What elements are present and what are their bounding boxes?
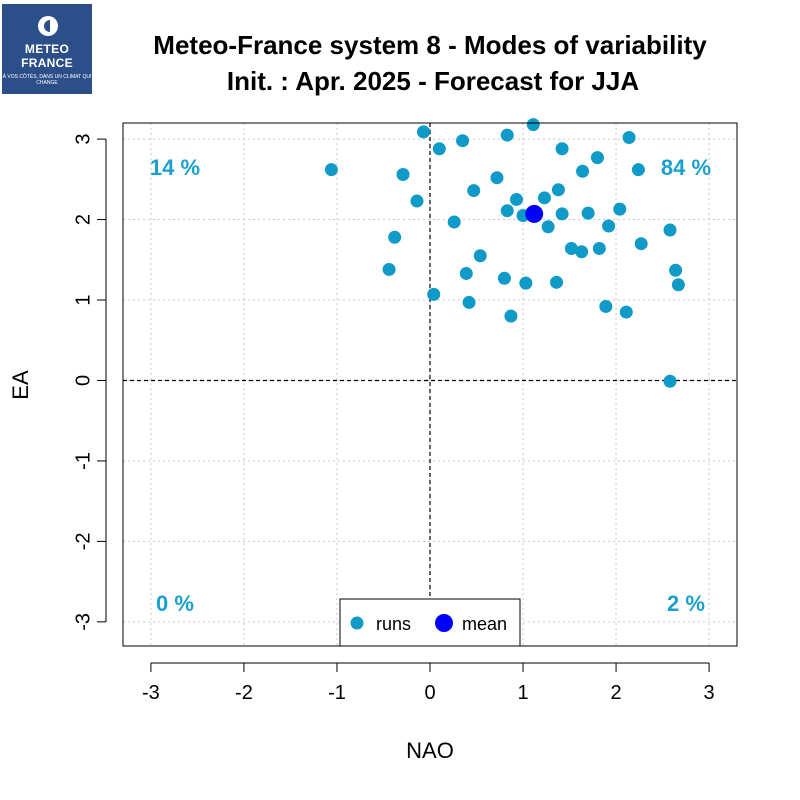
x-tick-label: -2 [235, 682, 253, 704]
legend-mean-label: mean [462, 614, 507, 634]
run-point [671, 278, 685, 292]
mean-point [525, 204, 544, 223]
run-point [432, 142, 446, 156]
run-point [551, 183, 565, 197]
run-point [388, 230, 402, 244]
x-tick-label: 2 [610, 682, 621, 704]
run-point [592, 242, 606, 256]
run-point [382, 262, 396, 276]
run-point [581, 206, 595, 220]
run-point [447, 215, 461, 229]
run-point [663, 223, 677, 237]
run-point [555, 142, 569, 156]
run-point [634, 237, 648, 251]
y-tick-label: 0 [72, 375, 94, 386]
x-tick-label: -1 [328, 682, 346, 704]
run-point [590, 151, 604, 165]
run-point [550, 275, 564, 289]
logo-line-1: METEO [24, 42, 70, 56]
run-point [537, 191, 551, 205]
legend-runs-label: runs [376, 614, 411, 634]
run-point [500, 128, 514, 142]
x-tick-label: -3 [142, 682, 160, 704]
legend-mean-marker [435, 614, 453, 632]
run-point [467, 184, 481, 198]
run-point [631, 163, 645, 177]
run-point [497, 271, 511, 285]
run-point [619, 305, 633, 319]
y-axis-label: EA [8, 370, 33, 400]
y-tick-label: -3 [72, 613, 94, 631]
zero-lines [123, 123, 737, 646]
quadrant-pct-bottom-left: 0 % [156, 591, 194, 616]
legend-box [339, 598, 521, 647]
meteo-france-logo: METEO FRANCE À VOS CÔTÉS, DANS UN CLIMAT… [2, 4, 92, 94]
run-point [510, 192, 524, 206]
run-point [575, 245, 589, 259]
run-point [490, 171, 504, 185]
logo-tagline: À VOS CÔTÉS, DANS UN CLIMAT QUI CHANGE [2, 74, 92, 86]
run-point [416, 125, 430, 139]
run-point [396, 167, 410, 181]
run-point [613, 202, 627, 216]
logo-emblem-icon [38, 16, 58, 36]
run-point [324, 163, 338, 177]
run-point [541, 220, 555, 234]
logo-line-2: FRANCE [21, 56, 73, 70]
run-point [410, 194, 424, 208]
run-point [519, 276, 533, 290]
run-point [500, 204, 514, 218]
chart-title-line-2: Init. : Apr. 2025 - Forecast for JJA [227, 66, 639, 96]
quadrant-pct-top-left: 14 % [150, 155, 200, 180]
chart-title-line-1: Meteo-France system 8 - Modes of variabi… [153, 30, 707, 60]
run-point [462, 295, 476, 309]
run-point [564, 242, 578, 256]
run-point [456, 134, 470, 148]
run-point [473, 249, 487, 263]
run-point [526, 118, 540, 132]
quadrant-pct-bottom-right: 2 % [667, 591, 705, 616]
y-tick-label: 2 [72, 214, 94, 225]
run-point [427, 287, 441, 301]
x-tick-label: 0 [424, 682, 435, 704]
run-point [576, 164, 590, 178]
run-point [459, 266, 473, 280]
y-tick-label: 3 [72, 134, 94, 145]
run-point [669, 263, 683, 277]
run-point [602, 219, 616, 233]
y-tick-label: 1 [72, 294, 94, 305]
run-point [504, 309, 518, 323]
run-point [555, 207, 569, 221]
legend-runs-marker [350, 616, 364, 630]
legend: runs mean [339, 598, 521, 647]
run-point [622, 130, 636, 144]
run-point [663, 374, 677, 388]
x-tick-label: 1 [517, 682, 528, 704]
run-point [599, 299, 613, 313]
y-tick-label: -2 [72, 533, 94, 551]
y-tick-label: -1 [72, 452, 94, 470]
x-axis-label: NAO [406, 738, 454, 763]
x-tick-label: 3 [704, 682, 715, 704]
quadrant-pct-top-right: 84 % [661, 155, 711, 180]
data-points [324, 118, 685, 388]
